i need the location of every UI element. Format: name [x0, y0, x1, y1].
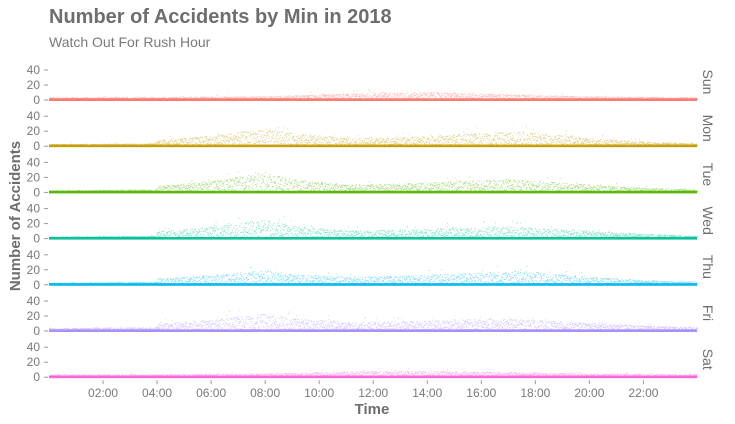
y-tick-label: 20: [27, 309, 41, 323]
facet-label-fri: Fri: [700, 305, 716, 321]
y-tick-label: 40: [27, 202, 41, 216]
chart-subtitle: Watch Out For Rush Hour: [49, 34, 211, 50]
x-tick-label: 12:00: [358, 386, 388, 400]
y-tick-label: 20: [27, 78, 41, 92]
facet-label-sun: Sun: [700, 70, 716, 95]
y-tick-label: 0: [33, 278, 40, 292]
scatter-points-fri: [49, 309, 698, 332]
x-tick-label: 04:00: [142, 386, 172, 400]
y-tick-label: 40: [27, 340, 41, 354]
facet-label-wed: Wed: [700, 206, 716, 235]
y-tick-label: 40: [27, 155, 41, 169]
y-tick-label: 20: [27, 170, 41, 184]
x-tick-label: 22:00: [628, 386, 658, 400]
scatter-points-wed: [49, 215, 698, 240]
y-tick-label: 0: [33, 93, 40, 107]
x-tick-label: 02:00: [88, 386, 118, 400]
x-tick-label: 06:00: [196, 386, 226, 400]
y-tick-label: 40: [27, 109, 41, 123]
y-tick-label: 0: [33, 370, 40, 384]
facet-label-mon: Mon: [700, 115, 716, 142]
y-tick-label: 20: [27, 263, 41, 277]
x-tick-label: 10:00: [304, 386, 334, 400]
x-tick-label: 20:00: [574, 386, 604, 400]
x-tick-label: 08:00: [250, 386, 280, 400]
y-tick-label: 40: [27, 63, 41, 77]
x-tick-label: 16:00: [466, 386, 496, 400]
y-tick-label: 40: [27, 248, 41, 262]
baseline-band-sun: [49, 98, 697, 101]
y-tick-label: 0: [33, 185, 40, 199]
scatter-points-mon: [49, 125, 698, 147]
y-tick-label: 20: [27, 217, 41, 231]
scatter-points-tue: [49, 171, 698, 193]
y-tick-label: 0: [33, 139, 40, 153]
y-tick-label: 20: [27, 355, 41, 369]
baseline-band-fri: [49, 329, 697, 332]
baseline-band-mon: [49, 144, 697, 148]
x-tick-label: 14:00: [412, 386, 442, 400]
baseline-band-wed: [49, 236, 697, 240]
baseline-band-thu: [49, 283, 697, 286]
x-axis-title: Time: [355, 401, 390, 418]
facet-label-sat: Sat: [700, 349, 716, 370]
facet-label-thu: Thu: [700, 255, 716, 279]
chart-title: Number of Accidents by Min in 2018: [49, 6, 392, 28]
y-tick-label: 0: [33, 324, 40, 338]
x-tick-label: 18:00: [520, 386, 550, 400]
y-tick-label: 0: [33, 232, 40, 246]
y-axis-title: Number of Accidents: [7, 141, 24, 291]
y-tick-label: 20: [27, 124, 41, 138]
baseline-band-sat: [49, 375, 697, 379]
x-axis: 02:00 04:00 06:00 08:00 10:00 12:00 14:00 16:00…: [88, 380, 659, 400]
facet-label-tue: Tue: [700, 163, 716, 187]
y-tick-label: 40: [27, 294, 41, 308]
scatter-points-thu: [49, 265, 698, 286]
baseline-band-tue: [49, 190, 697, 194]
